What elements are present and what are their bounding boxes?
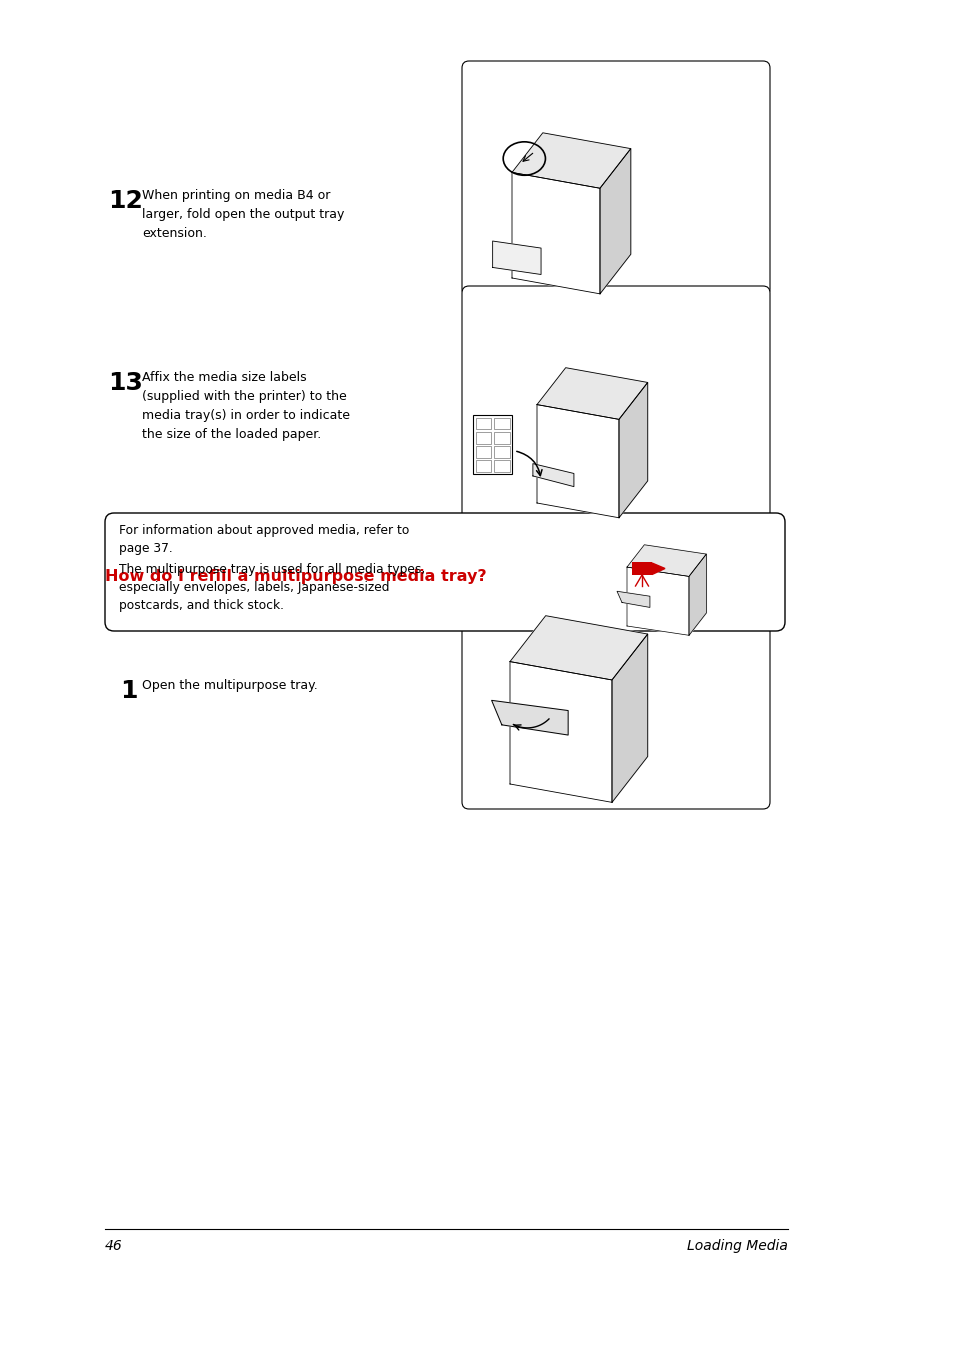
Polygon shape [533,463,574,486]
Bar [475,432,491,443]
Bar [494,417,510,430]
Polygon shape [492,240,540,274]
FancyBboxPatch shape [461,547,769,809]
Bar [494,446,510,458]
Polygon shape [618,382,647,517]
Polygon shape [626,567,688,635]
Polygon shape [537,367,647,419]
Bar [475,417,491,430]
Text: 1: 1 [120,680,137,703]
Text: 12: 12 [108,189,143,213]
Polygon shape [512,173,599,293]
Polygon shape [651,563,664,574]
Polygon shape [617,592,649,608]
FancyBboxPatch shape [461,61,769,296]
Polygon shape [510,616,647,680]
Bar [475,461,491,471]
Polygon shape [612,634,647,802]
Text: Loading Media: Loading Media [686,1239,787,1252]
Text: 13: 13 [108,372,143,394]
Polygon shape [512,132,630,188]
FancyBboxPatch shape [105,513,784,631]
Bar [475,446,491,458]
Bar [631,562,651,576]
Polygon shape [599,149,630,293]
Polygon shape [491,700,568,735]
Text: 46: 46 [105,1239,123,1252]
Text: Open the multipurpose tray.: Open the multipurpose tray. [142,680,317,692]
Polygon shape [626,544,705,577]
Text: When printing on media B4 or
larger, fold open the output tray
extension.: When printing on media B4 or larger, fol… [142,189,344,240]
Text: How do I refill a multipurpose media tray?: How do I refill a multipurpose media tra… [105,569,486,584]
Bar [473,415,512,474]
Bar [494,461,510,471]
Polygon shape [688,554,705,635]
Polygon shape [537,404,618,517]
Text: The multipurpose tray is used for all media types,
especially envelopes, labels,: The multipurpose tray is used for all me… [119,563,425,612]
FancyBboxPatch shape [461,286,769,521]
Text: For information about approved media, refer to
page 37.: For information about approved media, re… [119,524,409,555]
Text: Affix the media size labels
(supplied with the printer) to the
media tray(s) in : Affix the media size labels (supplied wi… [142,372,350,440]
Bar [494,432,510,443]
Polygon shape [510,662,612,802]
